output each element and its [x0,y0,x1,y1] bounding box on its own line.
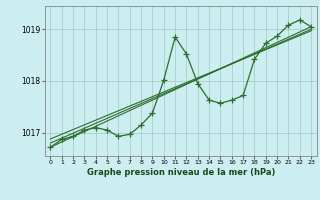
X-axis label: Graphe pression niveau de la mer (hPa): Graphe pression niveau de la mer (hPa) [87,168,275,177]
